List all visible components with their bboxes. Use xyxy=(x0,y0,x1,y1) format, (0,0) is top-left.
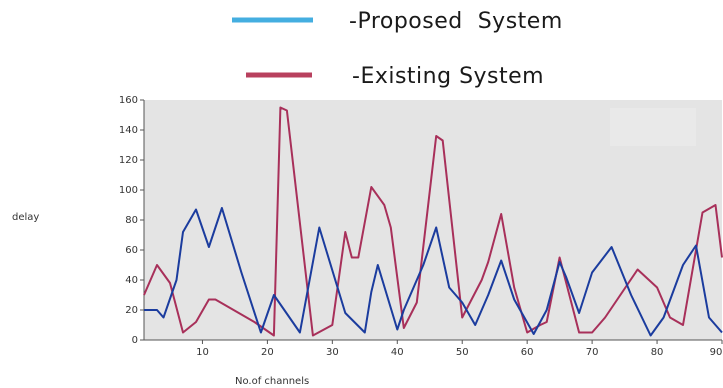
legend: -Proposed System -Existing System xyxy=(232,9,563,89)
x-tick-label: 20 xyxy=(261,347,274,358)
y-tick-label: 0 xyxy=(132,335,138,346)
y-tick-label: 140 xyxy=(119,125,138,136)
y-tick-label: 20 xyxy=(125,305,138,316)
x-tick-label: 80 xyxy=(651,347,664,358)
legend-label-existing: -Existing System xyxy=(352,64,544,89)
y-tick-label: 100 xyxy=(119,185,138,196)
x-tick-label: 70 xyxy=(586,347,599,358)
x-axis-title: No.of channels xyxy=(235,376,309,387)
y-tick-label: 80 xyxy=(125,215,138,226)
y-tick-label: 60 xyxy=(125,245,138,256)
y-tick-label: 40 xyxy=(125,275,138,286)
series-line-existing xyxy=(143,106,723,337)
y-tick-label: 120 xyxy=(119,155,138,166)
y-axis-ticks: 0 20 40 60 80 100 120 140 160 xyxy=(119,95,144,346)
x-tick-label: 50 xyxy=(456,347,469,358)
x-tick-label: 60 xyxy=(521,347,534,358)
plot-area-highlight xyxy=(610,108,696,146)
y-axis-title: delay xyxy=(12,212,39,223)
series-line-proposed xyxy=(144,207,723,337)
x-tick-label: 90 xyxy=(710,347,723,358)
x-tick-label: 10 xyxy=(196,347,209,358)
series-layer xyxy=(143,106,723,337)
x-tick-label: 40 xyxy=(391,347,404,358)
x-tick-label: 30 xyxy=(326,347,339,358)
legend-label-proposed: -Proposed System xyxy=(349,9,563,34)
y-tick-label: 160 xyxy=(119,95,138,106)
x-axis-ticks: 10 20 30 40 50 60 70 80 90 xyxy=(196,340,723,358)
